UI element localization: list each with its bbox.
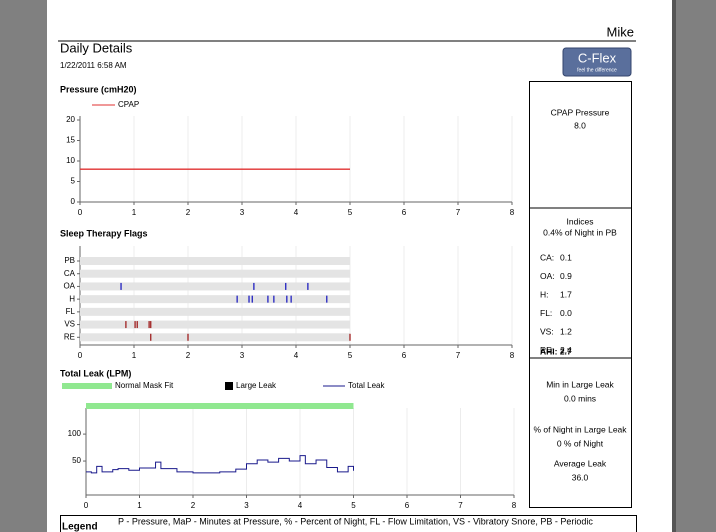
row-label: PB	[64, 256, 75, 265]
x-tick-label: 3	[244, 501, 249, 510]
row-label: VS	[64, 320, 75, 329]
logo-tagline: feel the difference	[577, 67, 617, 73]
x-tick-label: 7	[456, 351, 461, 360]
side-value: 0.0 mins	[564, 393, 596, 403]
side-label: Min in Large Leak	[546, 379, 614, 389]
side-value: 0.4% of Night in PB	[543, 227, 617, 237]
index-label: FL:	[540, 308, 552, 318]
index-label: VS:	[540, 326, 554, 336]
x-tick-label: 5	[351, 501, 356, 510]
x-tick-label: 4	[298, 501, 303, 510]
report-title: Daily Details	[60, 40, 133, 55]
x-tick-label: 5	[348, 351, 353, 360]
x-tick-label: 7	[458, 501, 463, 510]
row-band	[80, 333, 350, 342]
legend-box	[60, 515, 637, 532]
x-tick-label: 0	[84, 501, 89, 510]
index-value: 2.4	[560, 345, 572, 355]
x-tick-label: 4	[294, 351, 299, 360]
index-label: OA:	[540, 271, 555, 281]
chart-title: Sleep Therapy Flags	[60, 228, 148, 238]
row-band	[80, 257, 350, 265]
index-value: 0.0	[560, 308, 572, 318]
x-tick-label: 4	[294, 208, 299, 217]
x-tick-label: 2	[186, 208, 191, 217]
logo	[562, 47, 632, 77]
y-tick-label: 10	[66, 156, 75, 165]
x-tick-label: 1	[132, 208, 137, 217]
side-value: 36.0	[572, 472, 589, 482]
x-tick-label: 5	[348, 208, 353, 217]
x-tick-label: 6	[402, 208, 407, 217]
y-tick-label: 100	[68, 429, 82, 438]
chart-title: Total Leak (LPM)	[60, 368, 131, 378]
y-tick-label: 50	[72, 456, 81, 465]
row-band	[80, 282, 350, 291]
legend-label: Large Leak	[236, 381, 277, 390]
index-value: 0.1	[560, 252, 572, 262]
legend-label: Normal Mask Fit	[115, 381, 174, 390]
x-tick-label: 7	[456, 208, 461, 217]
ahi: AHI: 2.7	[540, 346, 572, 356]
row-label: OA	[63, 282, 75, 291]
y-tick-label: 0	[71, 197, 76, 206]
y-tick-label: 20	[66, 115, 75, 124]
x-tick-label: 2	[191, 501, 196, 510]
row-label: CA	[64, 269, 76, 278]
index-value: 1.2	[560, 326, 572, 336]
mask-fit-band	[86, 403, 354, 409]
row-label: H	[69, 294, 75, 303]
side-label: CPAP Pressure	[551, 107, 610, 117]
x-tick-label: 1	[132, 351, 137, 360]
side-label: Indices	[567, 216, 594, 226]
row-band	[80, 307, 350, 316]
row-label: RE	[64, 332, 75, 341]
side-label: % of Night in Large Leak	[533, 424, 627, 434]
x-tick-label: 8	[510, 208, 515, 217]
index-label: CA:	[540, 252, 554, 262]
x-tick-label: 8	[512, 501, 517, 510]
side-value: 0 % of Night	[557, 438, 604, 448]
index-value: 0.9	[560, 271, 572, 281]
side-label: Average Leak	[554, 458, 607, 468]
x-tick-label: 3	[240, 208, 245, 217]
x-tick-label: 1	[137, 501, 142, 510]
report-date: 1/22/2011 6:58 AM	[60, 61, 127, 70]
series-line	[86, 455, 354, 474]
x-tick-label: 6	[402, 351, 407, 360]
side-value: 8.0	[574, 120, 586, 130]
x-tick-label: 8	[510, 351, 515, 360]
chart-title: Pressure (cmH20)	[60, 84, 137, 94]
row-band	[80, 320, 350, 329]
index-value: 1.7	[560, 289, 572, 299]
index-label: RE:	[540, 345, 554, 355]
legend-title: Legend	[62, 522, 98, 532]
x-tick-label: 0	[78, 351, 83, 360]
x-tick-label: 0	[78, 208, 83, 217]
patient-name: Mike	[607, 24, 634, 39]
row-band	[80, 295, 350, 304]
legend-swatch	[225, 382, 233, 390]
index-label: H:	[540, 289, 549, 299]
y-tick-label: 15	[66, 136, 75, 145]
legend-label: CPAP	[118, 100, 139, 109]
legend-swatch	[62, 383, 112, 389]
x-tick-label: 3	[240, 351, 245, 360]
row-label: FL	[66, 307, 76, 316]
legend-label: Total Leak	[348, 381, 385, 390]
logo-text: C-Flex	[578, 50, 617, 65]
x-tick-label: 6	[405, 501, 410, 510]
legend-text: P - Pressure, MaP - Minutes at Pressure,…	[118, 516, 593, 526]
row-band	[80, 269, 350, 278]
page-shadow	[672, 0, 676, 532]
side-panel	[529, 81, 632, 508]
page	[47, 0, 676, 532]
y-tick-label: 5	[71, 177, 76, 186]
x-tick-label: 2	[186, 351, 191, 360]
